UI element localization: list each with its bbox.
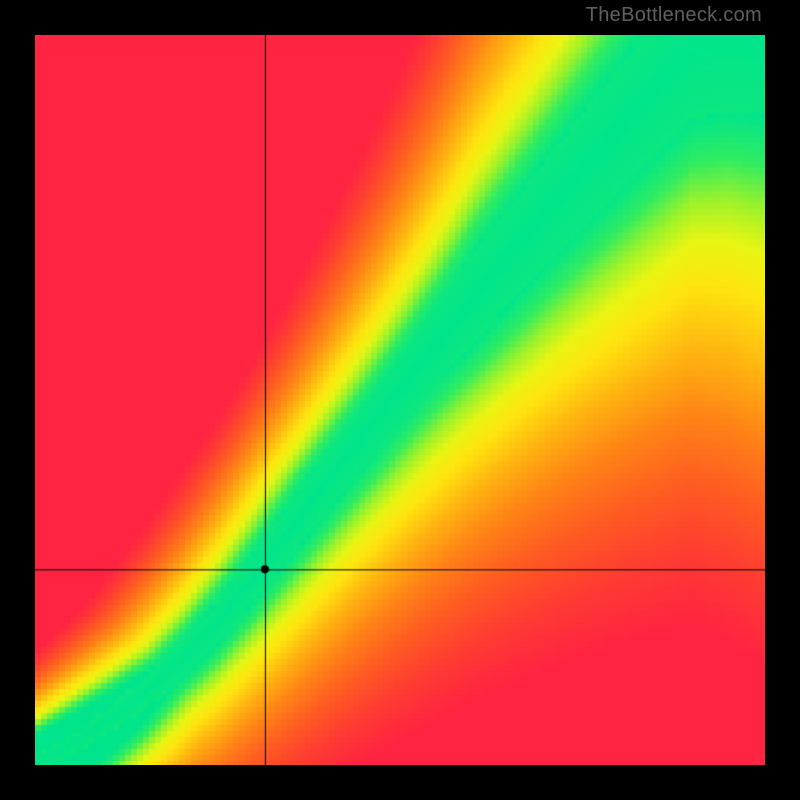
heatmap-plot: [35, 35, 765, 765]
chart-frame: TheBottleneck.com: [0, 0, 800, 800]
watermark-text: TheBottleneck.com: [586, 4, 762, 27]
heatmap-canvas: [35, 35, 765, 765]
